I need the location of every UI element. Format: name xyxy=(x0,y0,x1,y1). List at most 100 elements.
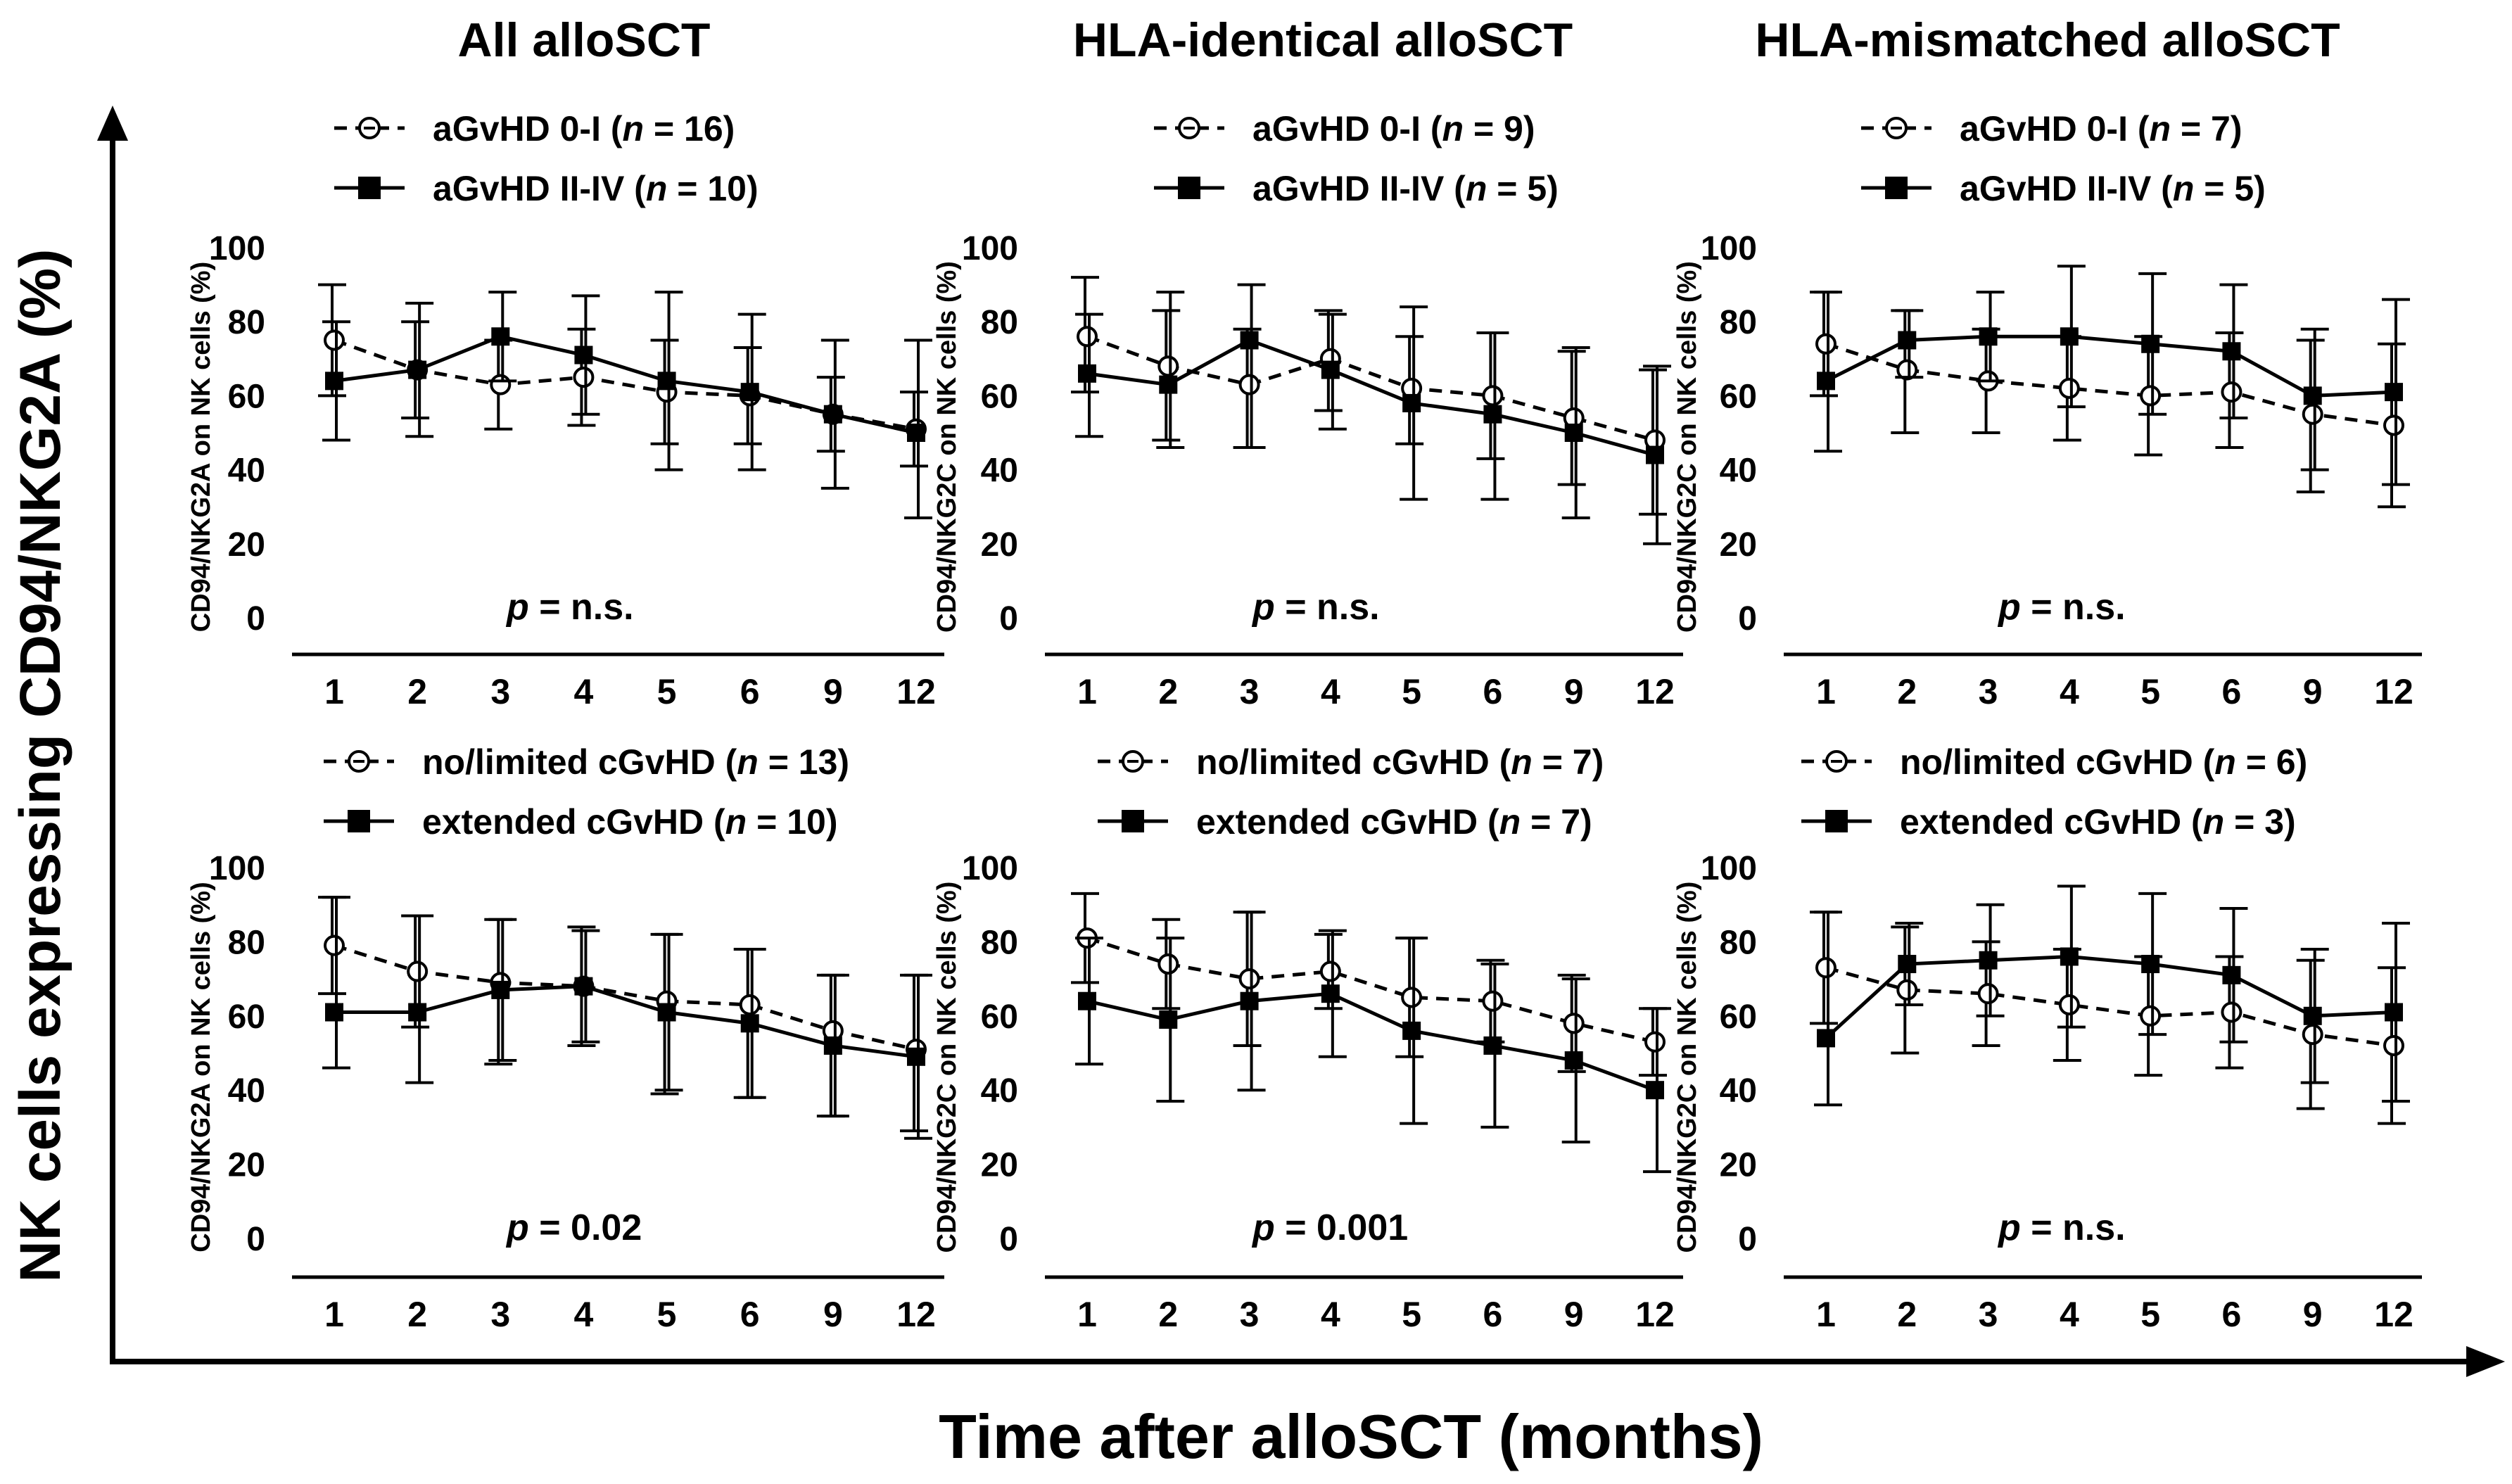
legend-entry: aGvHD II-IV (n = 5) xyxy=(1154,169,1559,208)
y-tick-label: 40 xyxy=(228,1072,265,1110)
data-point-square xyxy=(1979,951,1998,970)
column-title-mismatched: HLA-mismatched alloSCT xyxy=(1755,13,2340,67)
y-axis-label: CD94/NKG2C on NK cells (%) xyxy=(932,882,962,1253)
data-point-square xyxy=(2141,334,2160,353)
data-point-circle xyxy=(2058,377,2080,399)
y-tick-label: 100 xyxy=(209,850,265,887)
legend-entry: no/limited cGvHD (n = 7) xyxy=(1098,742,1604,782)
column-title-identical: HLA-identical alloSCT xyxy=(1073,13,1573,67)
legend-entry: no/limited cGvHD (n = 6) xyxy=(1801,742,2307,782)
data-point-circle xyxy=(1401,987,1423,1008)
x-tick-label: 6 xyxy=(740,1295,760,1334)
data-point-circle xyxy=(1896,979,1918,1001)
data-point-square xyxy=(907,1047,925,1066)
data-point-square xyxy=(1817,372,1835,391)
data-point-square xyxy=(657,1003,676,1022)
data-point-square xyxy=(325,372,343,391)
data-point-square xyxy=(2222,965,2241,984)
data-point-circle xyxy=(573,367,595,388)
data-point-square xyxy=(2385,383,2403,402)
error-bar xyxy=(405,914,434,1084)
data-point-square xyxy=(1240,331,1259,350)
data-point-square xyxy=(1564,1051,1583,1070)
series-line xyxy=(334,944,917,1051)
y-tick-label: 100 xyxy=(962,850,1018,887)
data-point-circle xyxy=(2140,385,2162,407)
y-tick-label: 80 xyxy=(981,304,1018,341)
y-tick-label: 40 xyxy=(981,452,1018,490)
data-point-square xyxy=(1483,1036,1502,1055)
data-point-square xyxy=(1646,445,1664,464)
data-point-square xyxy=(1817,1029,1835,1048)
x-tick-label: 4 xyxy=(574,1295,594,1334)
figure-x-label: Time after alloSCT (months) xyxy=(939,1402,1763,1471)
x-tick-label: 6 xyxy=(2222,1295,2242,1334)
y-tick-label: 40 xyxy=(228,452,265,490)
series-line xyxy=(1825,954,2394,1040)
data-point-circle xyxy=(2383,1034,2404,1056)
data-point-circle xyxy=(1238,374,1260,395)
legend-entry: no/limited cGvHD (n = 13) xyxy=(324,742,849,782)
data-point-circle xyxy=(1815,333,1837,355)
x-tick-label: 6 xyxy=(1483,1295,1503,1334)
data-point-square xyxy=(1646,1081,1664,1100)
legend-entry: aGvHD 0-I (n = 7) xyxy=(1861,109,2243,148)
x-tick-label: 12 xyxy=(2374,1295,2413,1334)
data-point-square xyxy=(1898,331,1917,350)
x-tick-label: 12 xyxy=(1635,1295,1675,1334)
data-point-square xyxy=(408,360,427,379)
series-line xyxy=(1086,936,1656,1044)
y-tick-label: 60 xyxy=(981,378,1018,415)
data-point-circle xyxy=(490,374,512,395)
data-point-square xyxy=(491,980,510,999)
data-point-circle xyxy=(2302,403,2323,425)
x-tick-label: 12 xyxy=(896,1295,936,1334)
x-tick-label: 3 xyxy=(490,672,510,711)
p-value: p = n.s. xyxy=(1251,587,1380,628)
x-tick-label: 2 xyxy=(1158,672,1178,711)
series-filled-square xyxy=(1814,884,2410,1107)
y-tick-label: 100 xyxy=(1701,230,1757,267)
p-value: p = n.s. xyxy=(505,587,634,628)
y-tick-label: 20 xyxy=(228,1147,265,1184)
y-tick-label: 60 xyxy=(981,998,1018,1036)
series-open-circle xyxy=(1071,276,1667,516)
data-point-square xyxy=(1483,405,1502,424)
x-tick-label: 12 xyxy=(1635,672,1675,711)
y-tick-label: 0 xyxy=(999,600,1018,638)
x-tick-label: 4 xyxy=(574,672,594,711)
legend-label: extended cGvHD (n = 10) xyxy=(422,802,837,842)
data-point-circle xyxy=(2140,1005,2162,1027)
y-tick-label: 20 xyxy=(1720,526,1757,564)
x-tick-label: 3 xyxy=(490,1295,510,1334)
data-point-square xyxy=(907,424,925,442)
x-tick-label: 1 xyxy=(1077,1295,1097,1334)
y-axis-label: CD94/NKG2C on NK cells (%) xyxy=(1673,261,1702,633)
data-point-square xyxy=(1321,360,1340,379)
x-tick-label: 1 xyxy=(1816,672,1836,711)
data-point-square xyxy=(1402,393,1421,412)
y-tick-label: 100 xyxy=(209,230,265,267)
series-line xyxy=(334,984,917,1059)
legend-label: aGvHD II-IV (n = 5) xyxy=(1252,169,1559,208)
figure-y-arrowhead xyxy=(97,106,128,141)
legend-label: aGvHD 0-I (n = 16) xyxy=(433,109,735,148)
data-point-square xyxy=(1402,1021,1421,1040)
y-axis-label: CD94/NKG2A on NK cells (%) xyxy=(186,262,216,632)
error-bar xyxy=(1814,911,1842,1107)
error-bar xyxy=(322,896,350,1070)
series-filled-square xyxy=(322,291,932,519)
legend-label: no/limited cGvHD (n = 6) xyxy=(1900,742,2307,782)
series-filled-square xyxy=(1075,283,1671,545)
series-line xyxy=(1825,334,2394,398)
legend-label: aGvHD II-IV (n = 5) xyxy=(1960,169,2266,208)
data-point-circle xyxy=(2221,1001,2243,1023)
y-tick-label: 100 xyxy=(1701,850,1757,887)
legend-entry: aGvHD 0-I (n = 16) xyxy=(334,109,735,148)
legend-entry: aGvHD 0-I (n = 9) xyxy=(1154,109,1535,148)
x-tick-label: 3 xyxy=(1979,1295,1998,1334)
x-tick-label: 5 xyxy=(2140,672,2160,711)
y-tick-label: 80 xyxy=(228,304,265,341)
y-axis-label: CD94/NKG2A on NK cells (%) xyxy=(186,882,216,1252)
